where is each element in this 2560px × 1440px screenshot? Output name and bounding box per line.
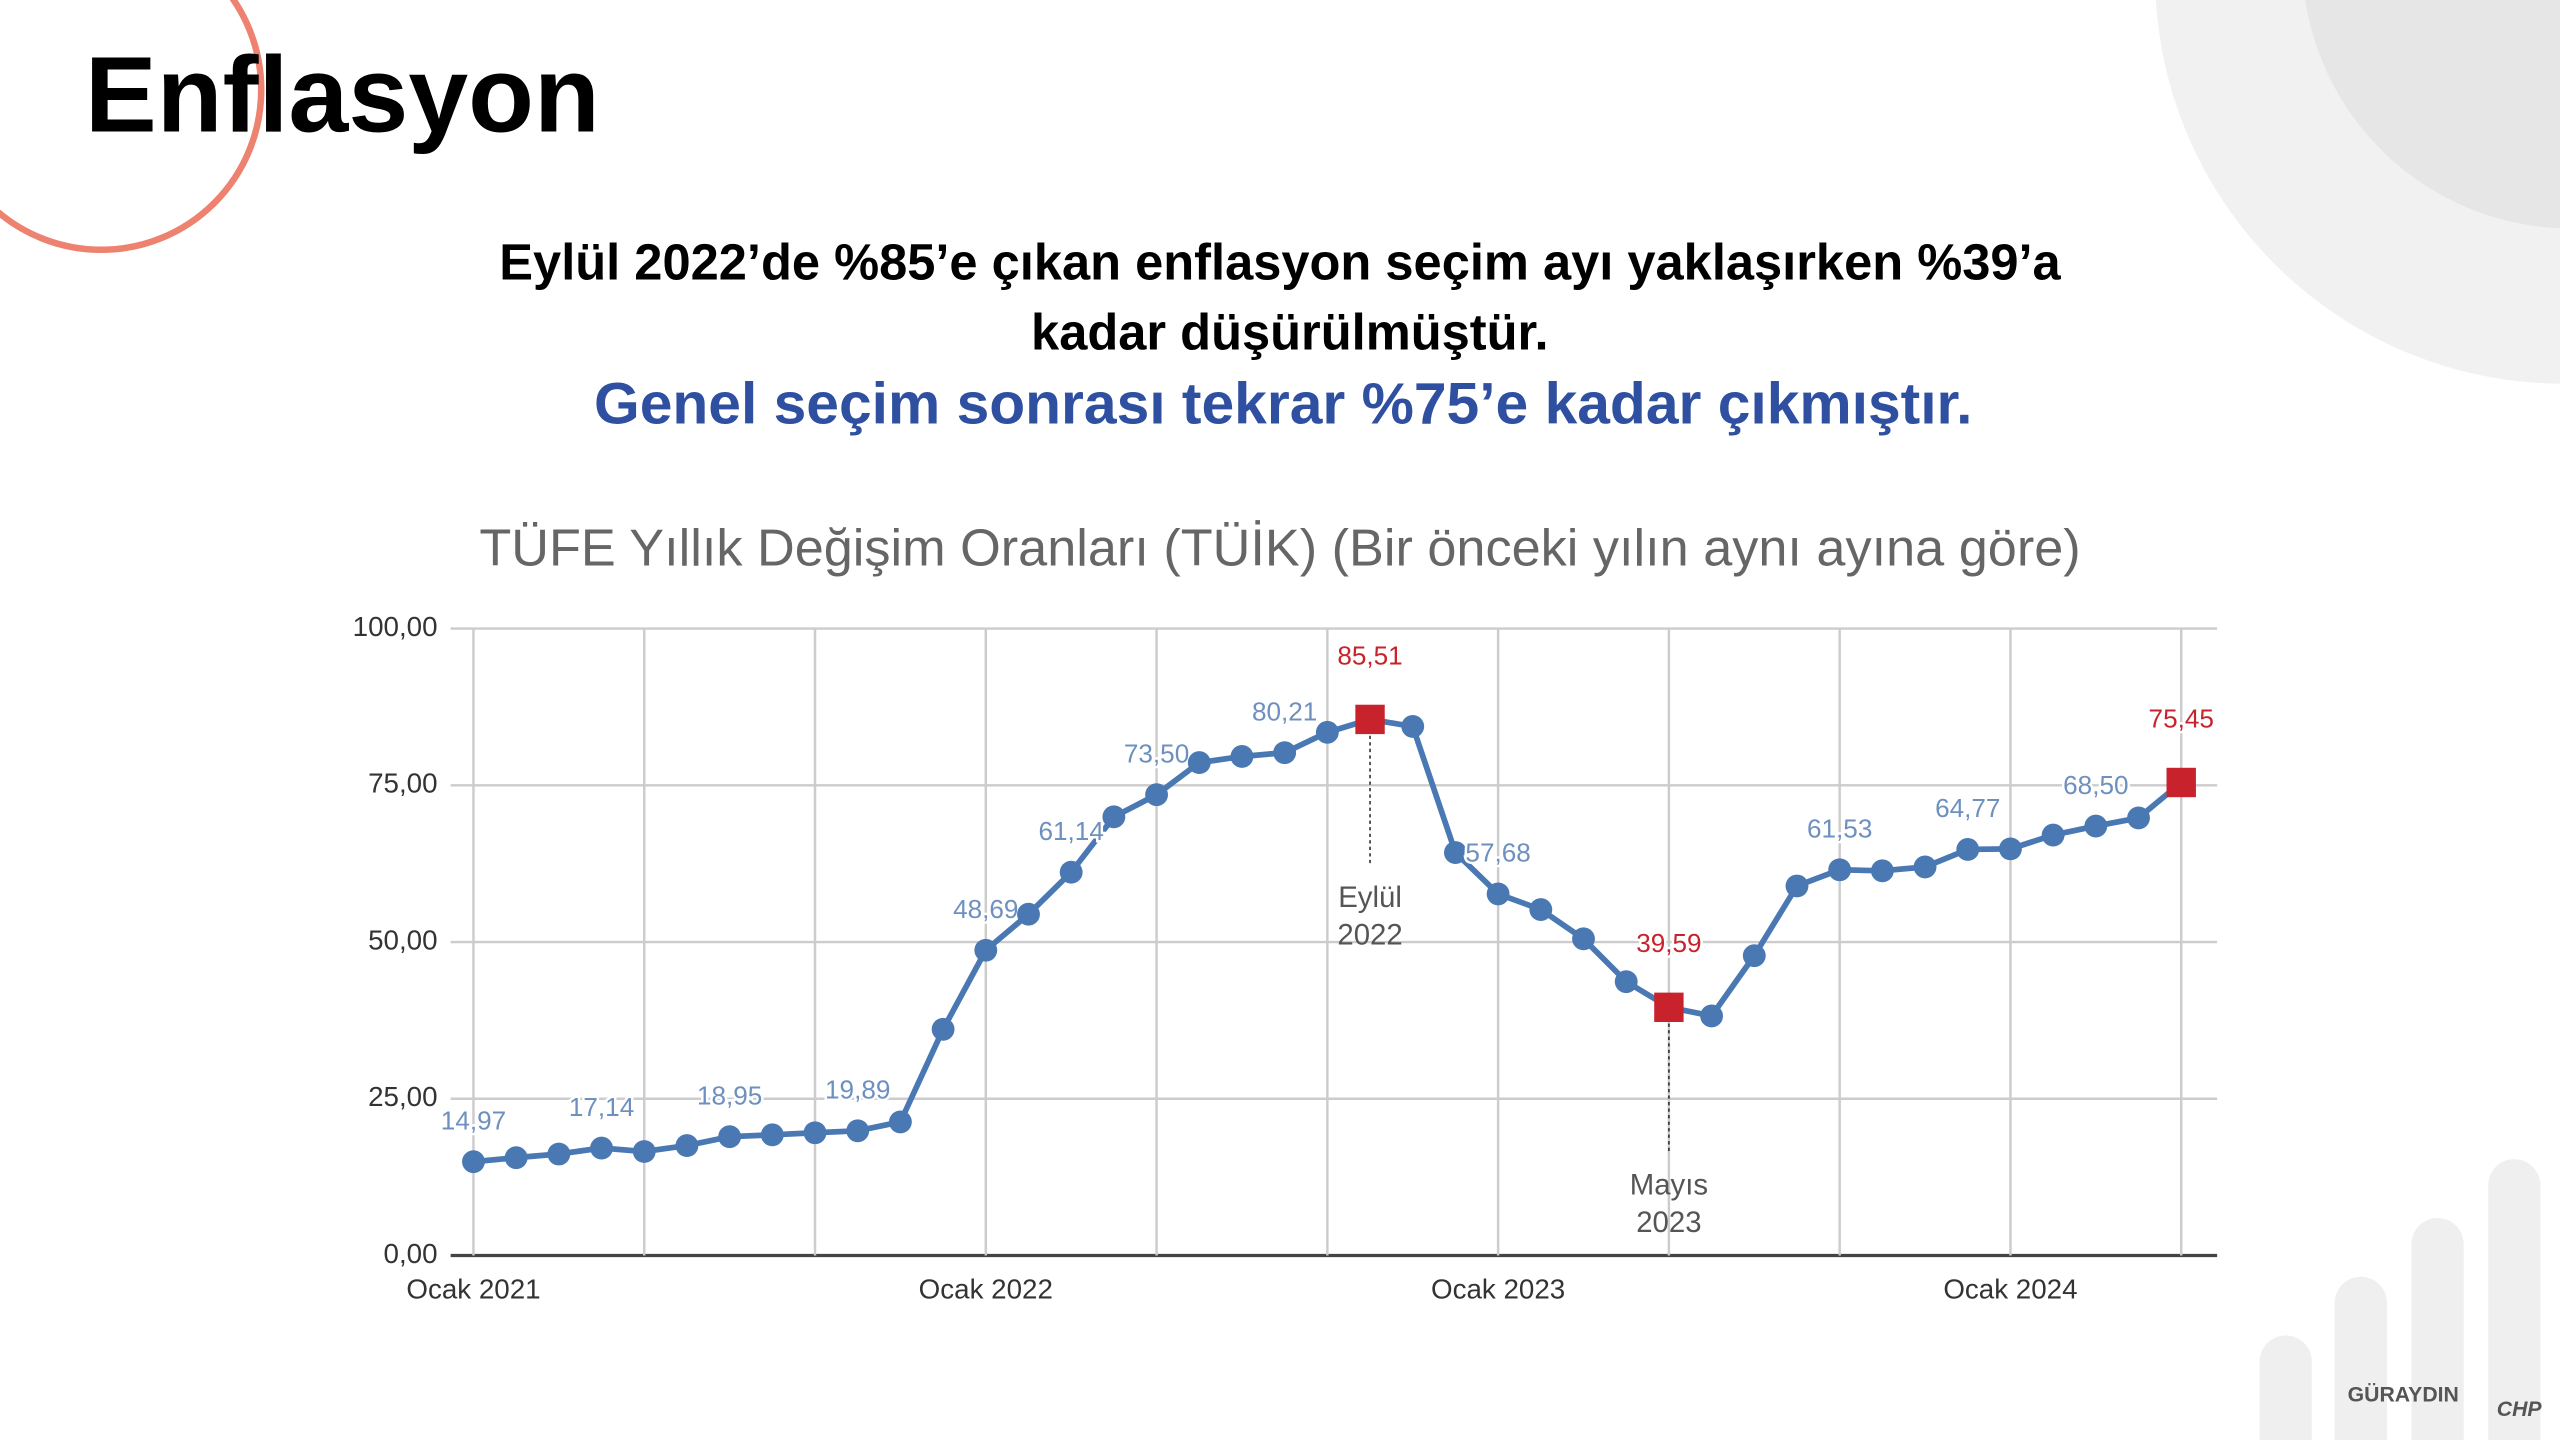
x-tick-label: Ocak 2024 [1943,1274,2077,1305]
deco-bars [2259,1159,2541,1440]
point [590,1136,613,1160]
deco-circle [2305,0,2560,229]
point [1614,970,1638,994]
annotation: Eylül [1338,881,1402,914]
data-label: 68,50 [2063,770,2128,800]
x-tick-label: Ocak 2022 [919,1274,1053,1305]
point [1017,902,1040,926]
point [504,1146,528,1170]
data-label: 39,59 [1636,928,1701,958]
point [462,1150,485,1174]
data-label: 75,45 [2149,703,2214,733]
y-tick-label: 25,00 [368,1081,437,1112]
y-tick-label: 75,00 [368,768,437,799]
highlight-marker [1654,992,1684,1022]
point [1700,1004,1724,1028]
y-tick-label: 0,00 [384,1238,438,1269]
point [1315,720,1339,744]
subtitle: kadar düşürülmüştür. [1031,304,1548,361]
point [1913,855,1937,879]
point [675,1134,699,1158]
data-label: 17,14 [569,1092,634,1122]
page-title: Enflasyon [85,33,600,154]
point [1401,715,1425,738]
data-label: 14,97 [441,1105,506,1135]
point [632,1140,656,1163]
deco-arc [0,0,265,254]
point [718,1125,742,1149]
y-tick-label: 100,00 [353,611,438,642]
point [1742,944,1766,968]
data-label: 85,51 [1337,640,1402,670]
logo-name: GÜRAYDIN [2348,1382,2459,1407]
point [1529,898,1553,921]
point [2084,814,2108,838]
point [760,1123,784,1147]
y-tick-label: 50,00 [368,924,437,955]
subtitle: Eylül 2022’de %85’e çıkan enflasyon seçi… [499,233,2061,290]
data-label: 64,77 [1935,793,2000,823]
point [1572,927,1595,951]
point [1444,841,1467,865]
annotation: 2023 [1636,1206,1701,1239]
x-tick-label: Ocak 2023 [1431,1274,1565,1305]
data-label: 18,95 [697,1080,762,1110]
point [1230,745,1254,768]
data-label: 61,14 [1039,816,1104,846]
point [547,1142,571,1166]
data-label: 61,53 [1807,813,1872,843]
annotation: Mayıs [1630,1169,1708,1202]
point [1273,741,1297,765]
point [1102,805,1126,829]
point [1828,858,1852,882]
data-label: 57,68 [1465,838,1530,868]
point [1785,874,1809,898]
highlight: Genel seçim sonrası tekrar %75’e kadar ç… [594,372,1973,437]
highlight-marker [1355,704,1385,735]
point [803,1121,827,1145]
x-tick-label: Ocak 2021 [406,1274,540,1305]
point [1145,783,1168,807]
data-label: 73,50 [1124,738,1189,768]
logo-party: CHP [2497,1398,2543,1421]
point [1999,837,2022,861]
data-label: 19,89 [825,1075,890,1105]
point [1956,838,1980,861]
point [931,1017,955,1041]
point [1486,882,1510,906]
point [1059,860,1083,884]
point [1187,751,1211,775]
point [974,938,998,962]
chart-title: TÜFE Yıllık Değişim Oranları (TÜİK) (Bir… [479,520,2080,578]
annotation: 2022 [1337,918,1402,951]
data-label: 80,21 [1252,696,1317,726]
point [2127,806,2150,830]
point [846,1119,870,1143]
point [888,1110,912,1134]
highlight-marker [2166,767,2196,798]
point [1870,859,1894,883]
data-label: 48,69 [953,894,1018,924]
point [2041,823,2065,847]
